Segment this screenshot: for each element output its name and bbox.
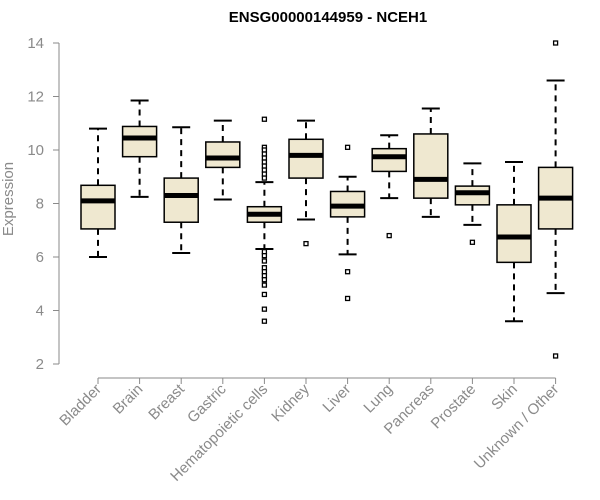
y-tick-label: 6 [36,249,44,266]
outlier-point [261,306,268,312]
box-lung [371,134,407,239]
box-hematopoietic-cells [246,116,283,324]
box-pancreas [413,107,449,218]
y-axis: 2 4 6 8 10 12 14 [27,35,60,373]
iqr-box [413,133,449,199]
box-skin [496,161,532,323]
y-tick-label: 14 [27,35,44,52]
outlier-point [344,144,351,150]
outlier-point [552,353,559,359]
box-liver [329,144,366,302]
outlier-point [303,240,309,247]
x-tick-label: Brain [110,381,147,418]
iqr-box [454,185,491,206]
iqr-box [205,141,241,169]
plot-area [80,40,574,359]
iqr-box [371,147,407,173]
iqr-box [288,138,324,179]
iqr-box [121,125,158,158]
outlier-point [261,116,268,122]
x-tick-label: Breast [145,380,188,423]
outlier-point [261,175,268,181]
iqr-box [496,204,532,264]
y-tick-label: 12 [27,89,44,106]
iqr-box [163,177,199,223]
box-breast [163,126,199,254]
outlier-point [261,258,268,264]
x-tick-label: Kidney [268,380,313,425]
y-tick-label: 8 [36,196,44,213]
outlier-point [261,318,268,324]
y-axis-label: Expression [0,162,17,236]
outlier-point [469,239,476,245]
outlier-point [261,277,268,283]
outlier-point [261,253,268,259]
box-kidney [288,119,324,247]
box-prostate [454,162,491,245]
outlier-point [552,40,559,46]
box-brain [121,99,158,198]
outlier-point [261,282,268,288]
chart-title: ENSG00000144959 - NCEH1 [229,9,427,26]
box-gastric [205,119,241,201]
x-tick-label: Prostate [428,381,480,433]
y-tick-label: 2 [36,356,44,373]
x-tick-label: Liver [319,381,354,416]
box-bladder [80,127,116,258]
y-tick-label: 4 [36,303,44,320]
x-tick-label: Bladder [56,381,105,430]
iqr-box [80,184,116,230]
outlier-point [344,295,351,302]
box-unknown-other [537,40,574,359]
outlier-point [344,269,351,275]
outlier-point [261,291,268,298]
outlier-point [386,232,392,239]
x-tick-label: Lung [360,381,396,417]
x-tick-label: Skin [488,381,521,414]
y-tick-label: 10 [27,142,44,159]
